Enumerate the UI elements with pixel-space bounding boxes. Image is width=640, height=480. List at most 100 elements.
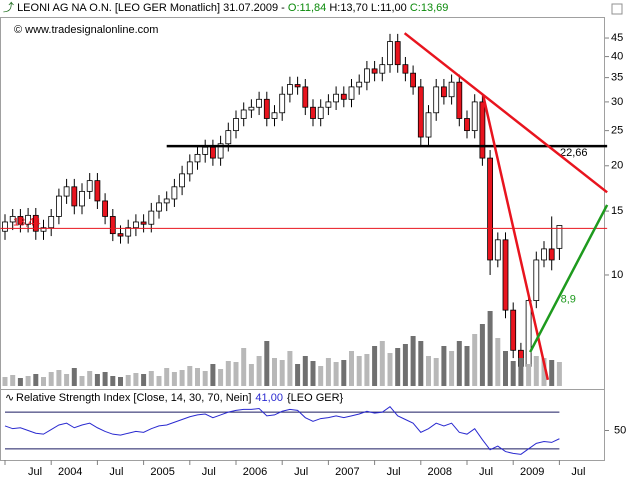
rsi-source: {LEO GER} (287, 392, 344, 404)
volume-bar (94, 374, 100, 386)
candle-body (217, 143, 224, 159)
volume-bar (503, 351, 508, 386)
candle-body (410, 72, 417, 88)
rsi-line (4, 405, 560, 455)
candle-body (548, 248, 555, 261)
volume-bar (295, 364, 301, 386)
volume-bar (310, 361, 316, 386)
candle-body (163, 198, 170, 204)
x-tick-label: 2004 (58, 466, 82, 478)
volume-bar (487, 311, 493, 386)
candle-body (48, 216, 55, 229)
volume-bar (195, 368, 200, 386)
candle-body (363, 68, 370, 83)
candle-body (479, 101, 486, 159)
volume-bar (410, 336, 416, 386)
x-tick-label: Jul (479, 466, 493, 478)
candle-body (402, 64, 409, 74)
volume-bar (79, 376, 85, 386)
candle-body (533, 259, 540, 301)
rsi-name: Relative Strength Index [Close, 14, 30, … (16, 392, 251, 404)
volume-bar (133, 373, 139, 386)
candle-body (510, 309, 517, 351)
volume-bar (118, 377, 123, 386)
volume-bar (302, 356, 308, 386)
x-tick-label: Jul (202, 466, 216, 478)
watermark: © www.tradesignalonline.com (14, 24, 158, 36)
y-tick-label: 50 (614, 424, 626, 436)
volume-bar (71, 368, 77, 386)
volume-bar (287, 351, 293, 386)
candle-body (379, 64, 386, 74)
volume-bar (241, 348, 247, 386)
volume-bar (349, 351, 354, 386)
candle-body (140, 221, 147, 225)
volume-bar (141, 374, 147, 386)
volume-bar (33, 374, 39, 386)
volume-bar (87, 371, 93, 386)
volume-bar (110, 376, 116, 386)
candle-body (333, 93, 340, 103)
trend-label: 13,44 (13, 216, 41, 228)
candle-body (233, 118, 239, 132)
x-tick-label: Jul (28, 466, 42, 478)
candle-body (263, 98, 270, 119)
candle-body (302, 86, 309, 108)
candle-body (294, 84, 301, 88)
volume-bar (179, 370, 185, 386)
candle-body (448, 81, 455, 98)
corner-box[interactable] (611, 3, 623, 15)
volume-bar (418, 341, 424, 386)
candle-body (525, 300, 532, 367)
trend-label: 8,9 (561, 294, 576, 306)
ohlc-close: C:13,69 (409, 2, 449, 14)
volume-bar (426, 356, 431, 386)
volume-bar (379, 341, 385, 386)
candle-body (25, 214, 32, 225)
volume-bar (102, 372, 108, 386)
x-tick-label: 2007 (335, 466, 359, 478)
candle-body (86, 180, 93, 192)
volume-bar (41, 377, 46, 386)
candle-body (371, 68, 378, 74)
candle-body (117, 233, 124, 237)
y-tick-label: 25 (611, 125, 623, 137)
candle-body (286, 84, 293, 95)
candle-body (502, 239, 509, 311)
volume-bar (171, 372, 177, 386)
candle-body (40, 227, 47, 232)
volume-bar (2, 377, 8, 386)
candle-body (279, 93, 286, 114)
volume-bar (495, 338, 501, 386)
candle-body (156, 202, 162, 212)
volume-bar (156, 376, 162, 386)
volume-bar (210, 364, 216, 386)
y-tick-label: 45 (611, 32, 623, 44)
candle-body (132, 221, 139, 229)
trend-line (403, 32, 608, 194)
trend-label: 22,66 (560, 147, 588, 159)
volume-bar (518, 358, 524, 386)
candle-body (356, 81, 363, 88)
candle-body (63, 186, 70, 197)
candle-body (317, 106, 324, 119)
y-tick-label: 15 (611, 205, 623, 217)
ohlc-open: O:11,84 (287, 2, 327, 14)
candle-body (9, 216, 16, 223)
volume-bar (510, 361, 516, 386)
chart-title: LEONI AG NA O.N. [LEO GER Monatlich] 31.… (17, 2, 285, 14)
volume-bar (449, 351, 455, 386)
volume-bar (225, 361, 231, 386)
volume-bar (433, 358, 439, 386)
volume-bar (549, 360, 555, 386)
candle-body (417, 86, 424, 138)
ohlc-mid: H:13,70 L:11,00 (329, 2, 407, 14)
volume-bar (148, 371, 154, 386)
y-tick-label: 20 (611, 160, 623, 172)
volume-bar (364, 354, 370, 386)
candle-body (17, 216, 24, 225)
rsi-icon: ∿ (5, 392, 14, 404)
volume-bar (541, 358, 547, 386)
